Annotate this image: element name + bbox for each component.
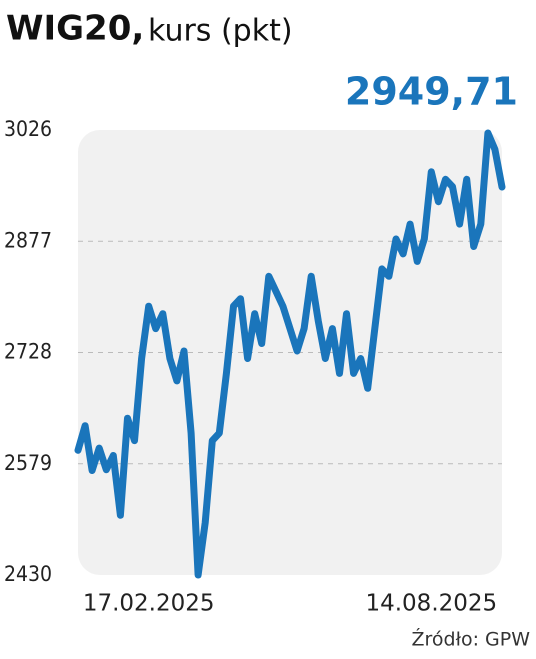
line [74,129,506,579]
y-tick-label: 2877 [4,228,52,252]
source: Źródło: GPW [411,628,530,651]
chart-subtitle: kurs (pkt) [148,14,293,49]
y-tick-label: 3026 [4,117,52,141]
y-tick-label: 2430 [4,562,52,586]
y-tick-label: 2728 [4,340,52,364]
chart-title: WIG20, [6,9,144,49]
x-tick-label: 14.08.2025 [365,591,497,617]
y-tick-label: 2579 [4,451,52,475]
x-tick-label: 17.02.2025 [83,591,215,617]
last-value-annotation: 2949,71 [345,70,518,114]
